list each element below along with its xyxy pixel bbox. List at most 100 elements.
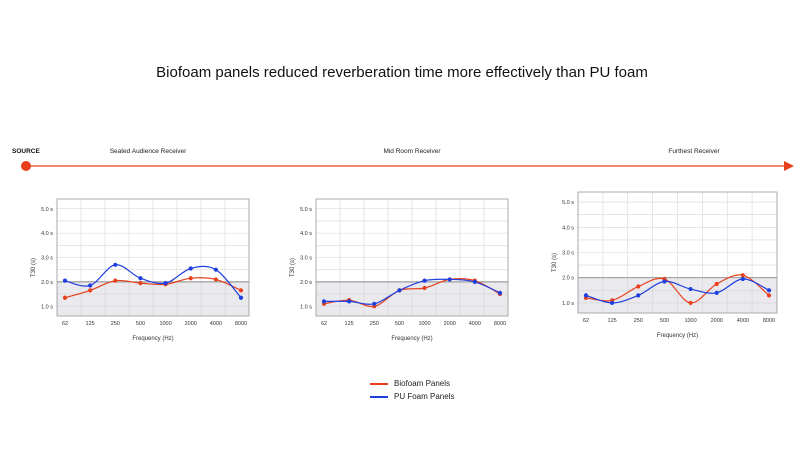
x-tick-label: 125 — [608, 318, 617, 324]
legend-swatch-pu-foam — [370, 395, 388, 398]
y-tick-label: 4.0 s — [41, 231, 53, 237]
source-label: SOURCE — [12, 148, 40, 155]
y-tick-label: 1.0 s — [562, 301, 574, 307]
data-point-pu-foam-panels — [766, 288, 772, 293]
data-point-pu-foam-panels — [238, 295, 244, 300]
series-line-pu-foam-panels — [585, 278, 770, 304]
y-tick-label: 5.0 s — [300, 207, 312, 213]
plot-frame — [315, 198, 509, 317]
y-tick-label: 3.0 s — [41, 256, 53, 262]
receiver-timeline: SOURCE Seated Audience Receiver Mid Room… — [12, 148, 794, 171]
y-tick-label: 2.0 s — [562, 276, 574, 282]
y-tick-label: 5.0 s — [562, 200, 574, 206]
y-axis-label: T30 (s) — [552, 253, 558, 272]
x-tick-label: 4000 — [210, 321, 222, 327]
data-point-pu-foam-panels — [113, 262, 118, 267]
source-dot — [21, 161, 31, 171]
y-tick-label: 1.0 s — [41, 304, 53, 310]
data-point-biofoam-panels — [740, 273, 745, 278]
data-point-pu-foam-panels — [163, 280, 168, 286]
chart-furthest: 1.0 s 2.0 s 3.0 s 4.0 s 5.0 s 62 125 250 500 1000… — [552, 191, 778, 339]
x-tick-label: 62 — [583, 318, 589, 324]
series-line-biofoam-panels — [64, 277, 242, 299]
x-tick-label: 250 — [370, 321, 379, 327]
y-tick-label: 2.0 s — [41, 280, 53, 286]
plot-frame — [577, 191, 778, 314]
data-point-biofoam-panels — [766, 293, 772, 298]
chart-title: Biofoam panels reduced reverberation tim… — [156, 64, 648, 81]
y-tick-label: 2.0 s — [300, 280, 312, 286]
charts-row: 1.0 s 2.0 s 3.0 s 4.0 s 5.0 s 62 125 250 500 1000… — [0, 178, 804, 348]
data-point-pu-foam-panels — [583, 293, 589, 298]
data-point-biofoam-panels — [238, 288, 244, 293]
x-tick-label: 8000 — [763, 318, 775, 324]
y-tick-label: 4.0 s — [300, 231, 312, 237]
data-point-pu-foam-panels — [138, 276, 143, 281]
data-point-pu-foam-panels — [610, 300, 615, 306]
data-point-biofoam-panels — [113, 278, 118, 283]
receiver-label-seated: Seated Audience Receiver — [110, 148, 187, 155]
y-tick-label: 1.0 s — [300, 304, 312, 310]
data-point-pu-foam-panels — [62, 278, 68, 283]
x-tick-label: 500 — [136, 321, 145, 327]
chart-mid-room: 1.0 s 2.0 s 3.0 s 4.0 s 5.0 s 62 125 250 500 1000… — [290, 198, 509, 342]
data-point-pu-foam-panels — [372, 301, 377, 306]
series-line-pu-foam-panels — [64, 264, 242, 299]
x-tick-label: 8000 — [235, 321, 247, 327]
y-tick-label: 5.0 s — [41, 207, 53, 213]
legend-item-pu-foam: PU Foam Panels — [370, 390, 454, 403]
data-point-pu-foam-panels — [447, 277, 452, 282]
data-point-biofoam-panels — [636, 284, 641, 289]
y-axis-label: T30 (s) — [31, 258, 37, 277]
y-tick-label: 3.0 s — [562, 251, 574, 257]
data-point-pu-foam-panels — [662, 279, 667, 284]
x-axis-label: Frequency (Hz) — [657, 333, 698, 339]
data-point-biofoam-panels — [188, 276, 193, 281]
x-tick-label: 2000 — [444, 321, 456, 327]
x-tick-label: 1000 — [418, 321, 430, 327]
data-point-pu-foam-panels — [397, 288, 402, 293]
timeline-arrowhead — [784, 161, 794, 171]
x-tick-label: 4000 — [469, 321, 481, 327]
data-point-pu-foam-panels — [347, 299, 352, 304]
series-line-biofoam-panels — [585, 274, 770, 304]
data-point-biofoam-panels — [422, 285, 427, 291]
chart-seated-audience: 1.0 s 2.0 s 3.0 s 4.0 s 5.0 s 62 125 250 500 1000… — [31, 198, 250, 342]
x-tick-label: 62 — [321, 321, 327, 327]
x-tick-label: 250 — [634, 318, 643, 324]
data-point-biofoam-panels — [138, 280, 143, 286]
data-point-pu-foam-panels — [688, 286, 693, 292]
x-tick-label: 62 — [62, 321, 68, 327]
data-point-pu-foam-panels — [497, 290, 503, 295]
x-tick-label: 8000 — [494, 321, 506, 327]
data-point-pu-foam-panels — [88, 283, 93, 288]
legend-label-pu-foam: PU Foam Panels — [394, 392, 455, 401]
data-point-pu-foam-panels — [213, 267, 218, 272]
y-axis-label: T30 (s) — [290, 258, 296, 277]
legend: Biofoam Panels PU Foam Panels — [370, 377, 454, 403]
x-tick-label: 2000 — [185, 321, 197, 327]
x-axis-label: Frequency (Hz) — [391, 336, 432, 342]
legend-item-biofoam: Biofoam Panels — [370, 377, 454, 390]
receiver-label-mid: Mid Room Receiver — [383, 148, 441, 155]
data-point-biofoam-panels — [213, 277, 218, 282]
receiver-label-furthest: Furthest Receiver — [668, 148, 720, 155]
data-point-pu-foam-panels — [472, 279, 477, 284]
x-tick-label: 500 — [395, 321, 404, 327]
data-point-pu-foam-panels — [188, 266, 193, 271]
legend-swatch-biofoam — [370, 382, 388, 385]
x-tick-label: 125 — [345, 321, 354, 327]
data-point-pu-foam-panels — [321, 299, 327, 304]
x-tick-label: 250 — [111, 321, 120, 327]
plot-frame — [56, 198, 250, 317]
x-axis-label: Frequency (Hz) — [132, 336, 173, 342]
y-tick-label: 4.0 s — [562, 225, 574, 231]
data-point-pu-foam-panels — [714, 290, 719, 295]
data-point-biofoam-panels — [688, 300, 693, 306]
data-point-biofoam-panels — [88, 288, 93, 293]
x-tick-label: 125 — [86, 321, 95, 327]
x-tick-label: 1000 — [684, 318, 696, 324]
data-point-pu-foam-panels — [422, 278, 427, 283]
data-point-biofoam-panels — [714, 281, 719, 287]
x-tick-label: 4000 — [737, 318, 749, 324]
